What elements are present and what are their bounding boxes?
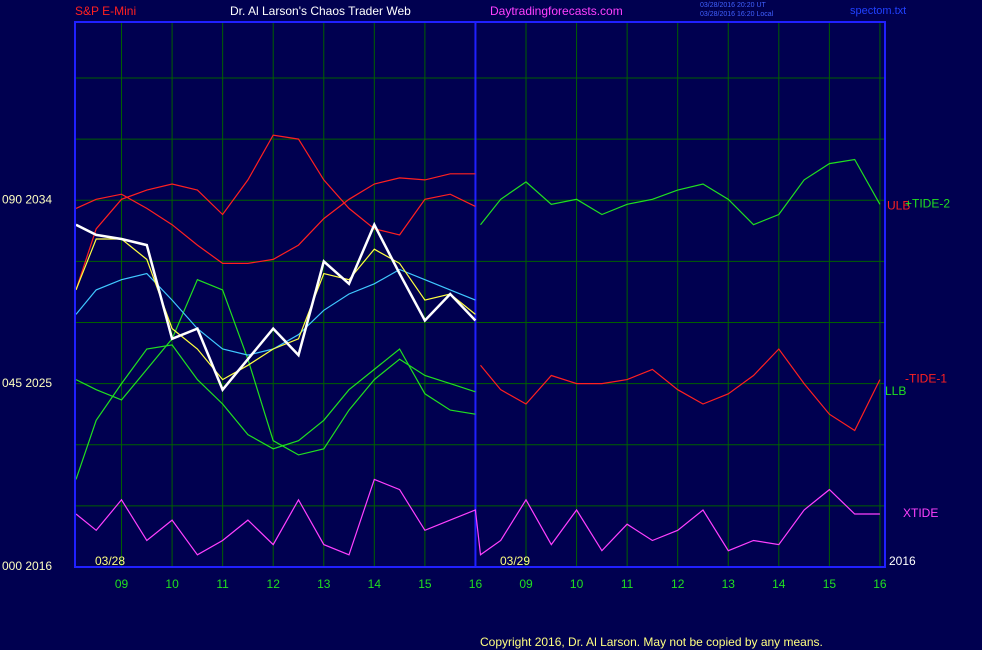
y-tick-label: 000 2016 bbox=[2, 559, 52, 573]
site: Daytradingforecasts.com bbox=[490, 4, 623, 18]
series-line bbox=[75, 238, 476, 381]
date-label: 2016 bbox=[889, 554, 916, 568]
x-tick-label: 13 bbox=[722, 577, 736, 591]
copyright: Copyright 2016, Dr. Al Larson. May not b… bbox=[480, 635, 823, 649]
x-tick-label: 09 bbox=[115, 577, 129, 591]
x-tick-label: 12 bbox=[267, 577, 281, 591]
x-tick-label: 16 bbox=[469, 577, 483, 591]
y-tick-label: 045 2025 bbox=[2, 376, 52, 390]
instrument: S&P E-Mini bbox=[75, 4, 136, 18]
x-tick-label: 14 bbox=[772, 577, 786, 591]
x-tick-label: 11 bbox=[621, 577, 634, 591]
x-tick-label: 15 bbox=[418, 577, 432, 591]
series-label: LLB bbox=[885, 384, 906, 398]
series-line bbox=[75, 478, 880, 556]
series-line bbox=[75, 173, 476, 264]
x-tick-label: 10 bbox=[165, 577, 179, 591]
y-tick-label: 090 2034 bbox=[2, 192, 52, 206]
x-tick-label: 12 bbox=[671, 577, 685, 591]
series-line bbox=[480, 348, 881, 432]
x-tick-label: 13 bbox=[317, 577, 331, 591]
x-tick-label: 10 bbox=[570, 577, 584, 591]
date-label: 03/28 bbox=[95, 554, 125, 568]
series-label: +TIDE-2 bbox=[905, 197, 950, 211]
series-line bbox=[75, 344, 476, 480]
series-label: XTIDE bbox=[903, 506, 938, 520]
plot-frame bbox=[74, 21, 886, 568]
x-tick-label: 11 bbox=[216, 577, 229, 591]
series-label: ULB bbox=[887, 199, 910, 213]
series-label: -TIDE-1 bbox=[905, 372, 947, 386]
timestamp-ut: 03/28/2016 20:20 UT bbox=[700, 2, 766, 9]
grid bbox=[75, 22, 885, 567]
series-line bbox=[75, 134, 476, 291]
lines bbox=[75, 134, 881, 556]
series-line bbox=[480, 158, 881, 226]
date-label: 03/29 bbox=[500, 554, 530, 568]
x-tick-label: 16 bbox=[873, 577, 887, 591]
series-line bbox=[75, 221, 477, 393]
timestamp-local: 03/28/2016 16:20 Local bbox=[700, 11, 774, 18]
chart-title: Dr. Al Larson's Chaos Trader Web bbox=[230, 4, 411, 18]
x-tick-label: 14 bbox=[368, 577, 382, 591]
x-tick-label: 09 bbox=[519, 577, 533, 591]
x-tick-label: 15 bbox=[823, 577, 837, 591]
file-name: spectom.txt bbox=[850, 5, 906, 17]
